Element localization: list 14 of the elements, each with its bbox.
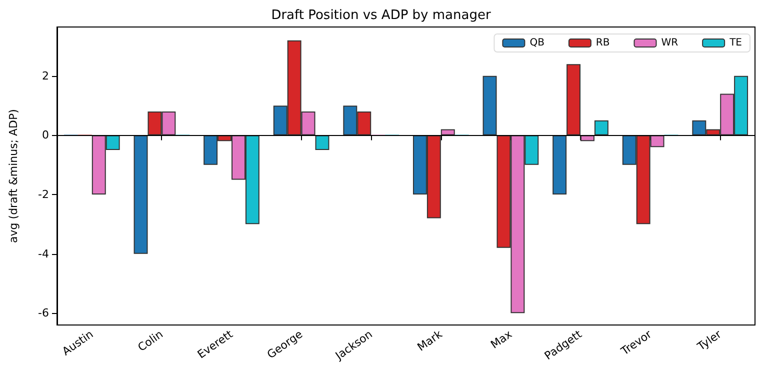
legend-label: WR: [661, 38, 678, 48]
y-tick-label: 0: [42, 128, 49, 142]
y-tick-label: -4: [38, 247, 49, 260]
y-axis-title: avg (draft &minus; ADP): [7, 109, 20, 243]
x-tick-label: Colin: [135, 328, 166, 354]
y-tick-label: -6: [38, 306, 49, 320]
y-tick-label: -2: [38, 188, 49, 202]
legend-label: QB: [530, 38, 545, 48]
y-tick-label: 2: [42, 69, 49, 82]
legend-label: TE: [728, 38, 742, 48]
x-tick-label: Tyler: [694, 327, 724, 354]
legend-label: RB: [596, 38, 610, 48]
x-tick-label: Max: [488, 327, 515, 352]
chart-title: Draft Position vs ADP by manager: [271, 8, 492, 23]
